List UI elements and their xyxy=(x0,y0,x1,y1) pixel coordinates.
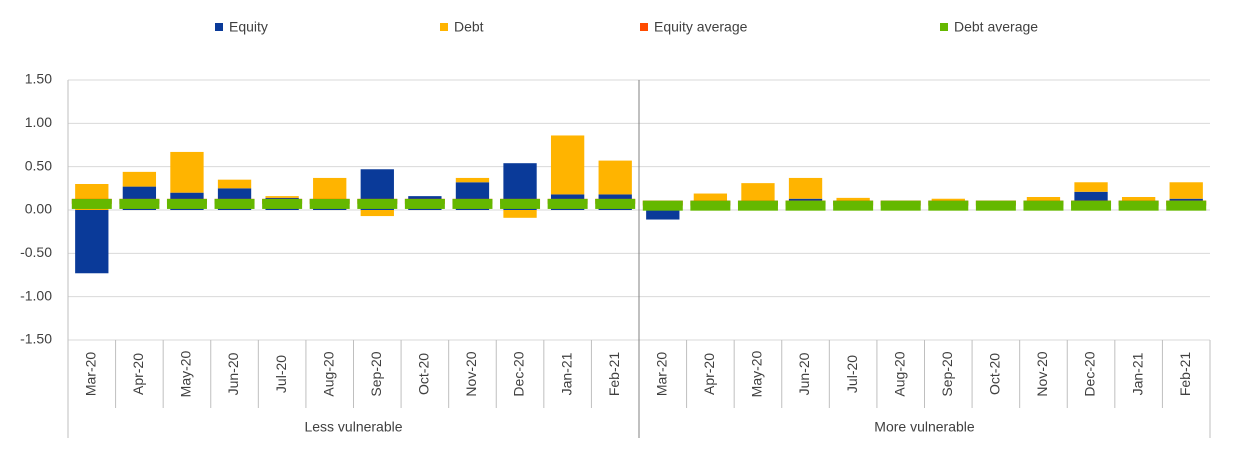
y-tick-label: 0.50 xyxy=(25,157,52,173)
x-tick-label: Nov-20 xyxy=(463,351,479,396)
legend-label: Debt average xyxy=(954,19,1038,35)
x-tick-label: Nov-20 xyxy=(1034,351,1050,396)
legend-swatch xyxy=(440,23,448,31)
average-marker xyxy=(1166,200,1207,211)
bar-segment xyxy=(1026,197,1061,202)
y-tick-label: -1.00 xyxy=(20,287,52,303)
x-tick-label: Feb-21 xyxy=(1177,352,1193,397)
x-tick-label: Apr-20 xyxy=(130,353,146,395)
average-marker xyxy=(452,198,493,209)
average-marker xyxy=(500,198,541,209)
bar-segment xyxy=(455,177,490,183)
x-tick-label: Oct-20 xyxy=(987,353,1003,395)
bar-segment xyxy=(1074,182,1108,192)
bar-segment xyxy=(360,210,394,217)
bar-segment xyxy=(788,177,823,199)
average-marker xyxy=(833,200,874,211)
y-tick-label: -0.50 xyxy=(20,244,52,260)
bar-segment xyxy=(550,135,585,195)
bar-segment xyxy=(170,151,204,193)
bar-segment xyxy=(1121,197,1156,202)
average-marker xyxy=(928,200,969,211)
bar-segment xyxy=(1169,182,1203,199)
x-tick-label: May-20 xyxy=(749,350,765,397)
bar-segment xyxy=(122,171,157,187)
x-tick-label: Jul-20 xyxy=(844,355,860,393)
bar-segment xyxy=(598,160,632,195)
group-label: Less vulnerable xyxy=(304,419,402,435)
average-marker xyxy=(166,198,207,209)
x-tick-label: Aug-20 xyxy=(320,351,336,396)
average-marker xyxy=(880,200,921,211)
x-tick-label: Aug-20 xyxy=(891,351,907,396)
x-tick-label: Mar-20 xyxy=(653,352,669,397)
x-tick-label: Jun-20 xyxy=(796,352,812,395)
x-tick-label: Dec-20 xyxy=(1082,351,1098,396)
x-tick-label: Jun-20 xyxy=(225,352,241,395)
average-marker xyxy=(214,198,255,209)
average-marker xyxy=(547,198,588,209)
legend-swatch xyxy=(640,23,648,31)
x-tick-label: Jan-21 xyxy=(1129,352,1145,395)
bar-segment xyxy=(265,196,299,198)
average-marker xyxy=(357,198,398,209)
x-tick-label: Jul-20 xyxy=(273,355,289,393)
average-marker xyxy=(1071,200,1112,211)
legend-swatch xyxy=(940,23,948,31)
y-tick-label: 1.50 xyxy=(25,71,52,87)
legend-label: Debt xyxy=(454,19,484,35)
bar-segment xyxy=(313,208,347,210)
average-marker xyxy=(309,198,350,209)
average-marker xyxy=(119,198,160,209)
legend-label: Equity xyxy=(229,19,268,35)
bar-segment xyxy=(503,210,537,218)
average-marker xyxy=(404,198,445,209)
average-marker xyxy=(690,200,731,211)
x-tick-label: Apr-20 xyxy=(701,353,717,395)
x-tick-label: Sep-20 xyxy=(939,351,955,396)
x-tick-label: Mar-20 xyxy=(82,352,98,397)
bar-segment xyxy=(217,179,252,189)
average-marker xyxy=(975,200,1016,211)
x-tick-label: May-20 xyxy=(178,350,194,397)
average-marker xyxy=(737,200,778,211)
average-marker xyxy=(1023,200,1064,211)
legend-swatch xyxy=(215,23,223,31)
average-marker xyxy=(642,200,683,211)
y-tick-label: 1.00 xyxy=(25,114,52,130)
group-label: More vulnerable xyxy=(874,419,975,435)
x-tick-label: Sep-20 xyxy=(368,351,384,396)
bar-segment xyxy=(646,210,680,220)
x-tick-label: Oct-20 xyxy=(416,353,432,395)
bar-segment xyxy=(75,210,109,274)
x-tick-label: Jan-21 xyxy=(558,352,574,395)
average-marker xyxy=(71,198,112,209)
average-marker xyxy=(262,198,303,209)
y-tick-label: 0.00 xyxy=(25,201,52,217)
average-marker xyxy=(1118,200,1159,211)
x-tick-label: Dec-20 xyxy=(511,351,527,396)
x-tick-label: Feb-21 xyxy=(606,352,622,397)
y-tick-label: -1.50 xyxy=(20,331,52,347)
average-marker xyxy=(785,200,826,211)
average-marker xyxy=(595,198,636,209)
legend-label: Equity average xyxy=(654,19,748,35)
